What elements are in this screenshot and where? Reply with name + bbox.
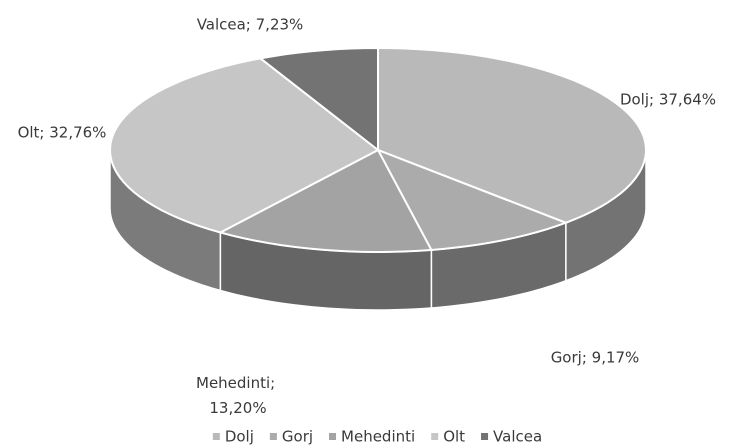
data-label-line: Mehedinti; bbox=[196, 374, 280, 392]
legend-label: Gorj bbox=[282, 428, 313, 446]
data-label-line: 13,20% bbox=[209, 399, 266, 417]
pie-slice bbox=[375, 148, 569, 252]
legend-label: Valcea bbox=[493, 428, 542, 446]
legend-swatch bbox=[431, 433, 439, 440]
pie-slice bbox=[217, 148, 433, 253]
legend-label: Dolj bbox=[225, 428, 254, 446]
data-label: Dolj; 37,64% bbox=[620, 91, 716, 109]
pie-slice bbox=[258, 46, 379, 153]
legend-swatch bbox=[481, 433, 489, 440]
legend-label: Mehedinti bbox=[341, 428, 415, 446]
legend: Dolj Gorj Mehedinti Olt Valcea bbox=[212, 428, 542, 446]
data-label: Valcea; 7,23% bbox=[197, 16, 304, 34]
data-label: Gorj; 9,17% bbox=[551, 349, 640, 367]
pie-slice bbox=[109, 57, 380, 234]
data-label: Olt; 32,76% bbox=[18, 124, 107, 142]
legend-swatch bbox=[212, 433, 220, 440]
pie-slice bbox=[377, 46, 647, 224]
legend-label: Olt bbox=[443, 428, 465, 446]
legend-swatch bbox=[329, 433, 337, 440]
legend-swatch bbox=[269, 433, 277, 440]
data-label: Mehedinti; 13,20% bbox=[196, 374, 280, 417]
